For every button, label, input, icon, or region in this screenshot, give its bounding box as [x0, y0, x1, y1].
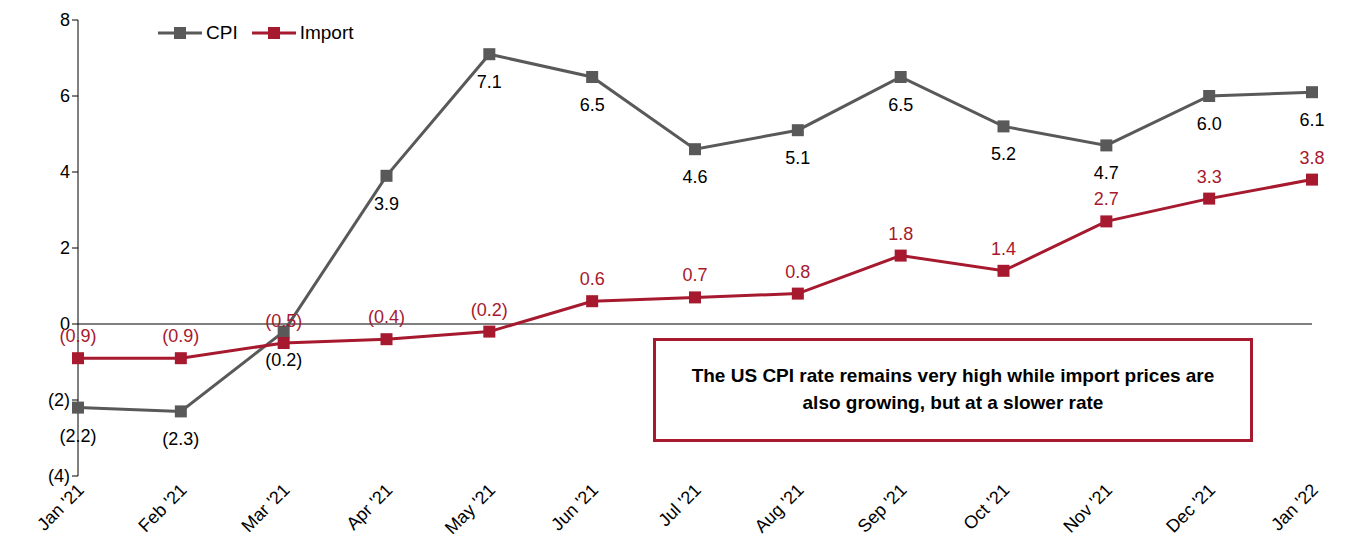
svg-text:0.7: 0.7: [682, 265, 707, 285]
svg-text:Jun '21: Jun '21: [547, 480, 602, 535]
svg-text:(4): (4): [48, 466, 70, 486]
svg-text:5.2: 5.2: [991, 144, 1016, 164]
svg-text:Nov '21: Nov '21: [1059, 480, 1116, 537]
svg-text:May '21: May '21: [441, 480, 499, 538]
svg-text:Dec '21: Dec '21: [1162, 480, 1219, 537]
svg-text:Apr '21: Apr '21: [342, 480, 396, 534]
html-text:Import: Import: [299, 22, 354, 43]
svg-text:(0.9): (0.9): [162, 326, 199, 346]
svg-text:4: 4: [60, 162, 70, 182]
svg-text:Mar '21: Mar '21: [237, 480, 293, 536]
svg-text:(0.9): (0.9): [59, 326, 96, 346]
svg-text:Jan '21: Jan '21: [33, 480, 88, 535]
svg-text:(0.2): (0.2): [471, 300, 508, 320]
svg-text:Jul '21: Jul '21: [654, 480, 705, 531]
svg-text:Sep '21: Sep '21: [854, 480, 911, 537]
html-text:CPI: CPI: [206, 22, 238, 43]
svg-text:1.4: 1.4: [991, 239, 1016, 259]
svg-text:3.3: 3.3: [1197, 167, 1222, 187]
svg-text:2.7: 2.7: [1094, 189, 1119, 209]
svg-text:3.8: 3.8: [1299, 148, 1324, 168]
svg-text:0.6: 0.6: [580, 269, 605, 289]
svg-text:4.7: 4.7: [1094, 163, 1119, 183]
svg-text:6.5: 6.5: [580, 95, 605, 115]
svg-text:Oct '21: Oct '21: [959, 480, 1013, 534]
svg-text:1.8: 1.8: [888, 224, 913, 244]
svg-text:2: 2: [60, 238, 70, 258]
svg-text:3.9: 3.9: [374, 194, 399, 214]
svg-text:(2): (2): [48, 390, 70, 410]
svg-text:Aug '21: Aug '21: [751, 480, 808, 537]
svg-text:6.1: 6.1: [1299, 110, 1324, 130]
svg-text:(0.5): (0.5): [265, 311, 302, 331]
svg-text:0.8: 0.8: [785, 262, 810, 282]
svg-text:(2.2): (2.2): [59, 426, 96, 446]
svg-text:0: 0: [60, 314, 70, 335]
svg-text:4.6: 4.6: [682, 167, 707, 187]
svg-text:(2.3): (2.3): [162, 429, 199, 449]
svg-text:(0.2): (0.2): [265, 350, 302, 370]
svg-text:6.0: 6.0: [1197, 114, 1222, 134]
svg-text:7.1: 7.1: [477, 72, 502, 92]
svg-text:6.5: 6.5: [888, 95, 913, 115]
svg-text:5.1: 5.1: [785, 148, 810, 168]
svg-text:(0.4): (0.4): [368, 307, 405, 327]
html-text:The US CPI rate remains very h: The US CPI rate remains very high while …: [691, 365, 1215, 413]
svg-text:6: 6: [60, 86, 70, 106]
svg-text:8: 8: [60, 10, 70, 30]
svg-text:Feb '21: Feb '21: [135, 480, 191, 536]
svg-text:Jan '22: Jan '22: [1267, 480, 1322, 535]
